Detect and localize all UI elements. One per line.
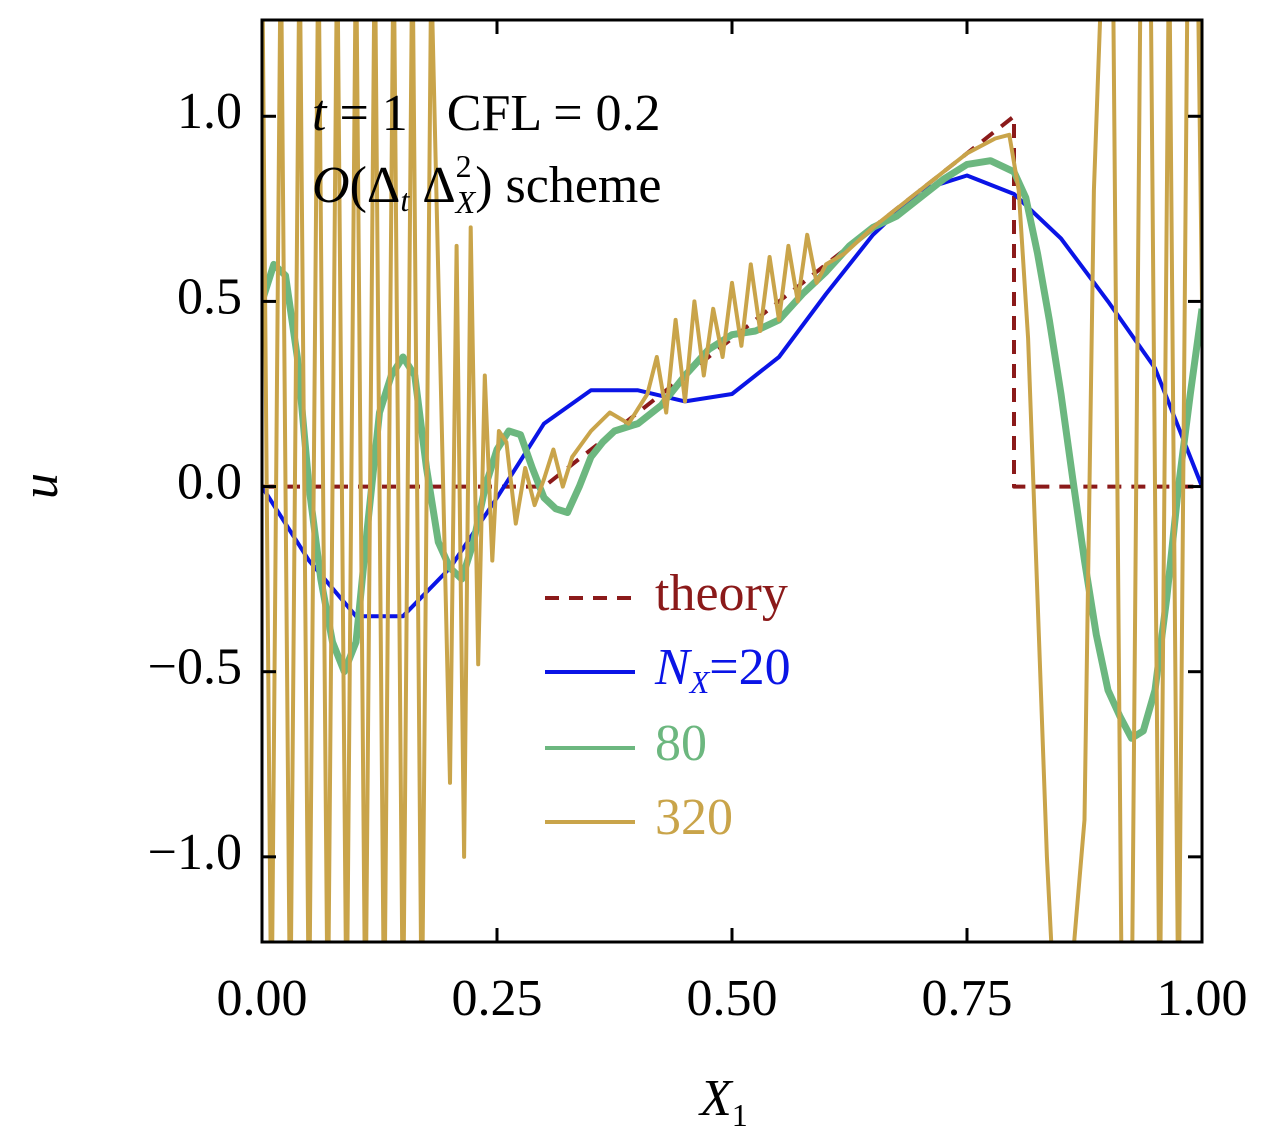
x-tick-label: 1.00: [1157, 970, 1248, 1027]
annotation: t = 1 CFL = 0.2: [312, 85, 661, 142]
legend-name: 20: [739, 639, 791, 696]
legend-label: 80: [655, 715, 707, 772]
legend-name: 80: [655, 715, 707, 772]
series-line: [262, 114, 1202, 489]
y-tick-label: −0.5: [148, 639, 242, 696]
annotation-part: t: [312, 85, 328, 142]
x-tick-label: 0.75: [922, 970, 1013, 1027]
annotation-part: ) scheme: [475, 157, 661, 214]
legend-prefix: X: [688, 664, 711, 700]
legend-name: theory: [655, 565, 788, 622]
x-tick-label: 0.00: [217, 970, 308, 1027]
y-tick-label: 1.0: [177, 83, 242, 140]
series-line: [262, 157, 1202, 742]
legend-label: NX=20: [654, 639, 791, 700]
annotation-part: = 1 CFL = 0.2: [326, 85, 660, 142]
legend-label: theory: [655, 565, 788, 622]
y-tick-label: −1.0: [148, 824, 242, 881]
legend-name: 320: [655, 789, 733, 846]
annotation-part: X: [454, 184, 477, 220]
annotation-part: (Δ: [350, 157, 401, 214]
y-axis-label: u: [12, 473, 69, 499]
legend-prefix: N: [654, 639, 693, 696]
x-label-sub: 1: [732, 1097, 748, 1133]
x-tick-label: 0.25: [452, 970, 543, 1027]
annotation-part: O: [312, 157, 350, 214]
x-label-main: X: [698, 1070, 734, 1127]
annotation-part: t: [400, 182, 410, 218]
annotation-part: Δ: [409, 157, 455, 214]
legend-prefix: =: [709, 639, 738, 696]
y-tick-label: 0.5: [177, 268, 242, 325]
annotation: O(Δt Δ2 X) scheme: [312, 148, 661, 220]
x-tick-label: 0.50: [687, 970, 778, 1027]
legend-label: 320: [655, 789, 733, 846]
x-axis-label: X1: [698, 1070, 748, 1133]
annotation-part: 2: [456, 148, 472, 184]
plot-area: [262, 20, 1202, 942]
y-tick-label: 0.0: [177, 453, 242, 510]
series-line: [262, 20, 1202, 942]
